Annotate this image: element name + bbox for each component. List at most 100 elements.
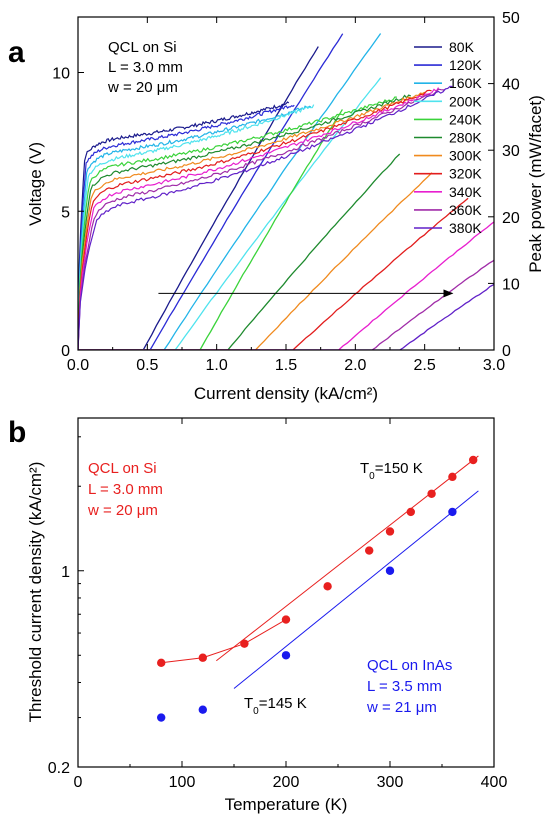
legend-label-300K: 300K bbox=[449, 148, 482, 164]
power-curve-120K bbox=[78, 33, 344, 350]
x-tick-label: 0.5 bbox=[136, 357, 158, 374]
panel-b-annotation-si: QCL on Si L = 3.0 mm w = 20 μm bbox=[87, 460, 163, 519]
data-point-qcl-on-si bbox=[469, 455, 478, 465]
panel-a-letter: a bbox=[8, 36, 25, 69]
power-curve-380K bbox=[78, 283, 494, 350]
power-curve-300K bbox=[78, 172, 433, 350]
x-tick-label: 200 bbox=[273, 774, 300, 791]
legend-label-160K: 160K bbox=[449, 75, 482, 91]
si-annotation-line-3: w = 20 μm bbox=[87, 502, 158, 519]
x-tick-label: 0.0 bbox=[67, 357, 89, 374]
data-point-qcl-on-si bbox=[157, 658, 166, 668]
x-tick-label: 2.0 bbox=[344, 357, 366, 374]
inas-annotation-line-1: QCL on InAs bbox=[367, 657, 452, 674]
si-annotation-line-2: L = 3.0 mm bbox=[88, 481, 163, 498]
data-point-qcl-on-si bbox=[240, 639, 249, 648]
power-curve-200K bbox=[78, 77, 382, 350]
x-tick-label: 300 bbox=[377, 774, 404, 791]
annotation-line-1: QCL on Si bbox=[108, 39, 177, 56]
data-point-qcl-on-inas bbox=[448, 507, 457, 517]
data-point-qcl-on-si bbox=[427, 489, 436, 498]
data-point-qcl-on-si bbox=[385, 527, 395, 536]
data-point-qcl-on-si bbox=[198, 653, 207, 662]
power-curve-320K bbox=[78, 197, 469, 350]
panel-a-xlabel: Current density (kA/cm²) bbox=[194, 384, 378, 403]
panel-a-ylabel-left: Voltage (V) bbox=[26, 142, 45, 226]
panel-b-letter: b bbox=[8, 416, 26, 449]
power-curve-160K bbox=[78, 33, 382, 350]
x-tick-label: 2.5 bbox=[414, 357, 436, 374]
x-tick-label: 1.0 bbox=[206, 357, 228, 374]
voltage-curve-360K bbox=[78, 88, 446, 350]
y-left-tick-label: 10 bbox=[52, 66, 70, 83]
y-tick-label: 0.2 bbox=[48, 760, 70, 777]
data-point-qcl-on-inas bbox=[385, 566, 395, 575]
y-right-tick-label: 40 bbox=[502, 77, 520, 94]
y-right-tick-label: 20 bbox=[502, 210, 520, 227]
x-tick-label: 100 bbox=[169, 774, 196, 791]
t0-label-si: T0=150 K bbox=[360, 460, 423, 482]
y-right-tick-label: 30 bbox=[502, 143, 520, 160]
data-point-qcl-on-inas bbox=[157, 713, 166, 722]
x-tick-label: 1.5 bbox=[275, 357, 297, 374]
voltage-curve-380K bbox=[78, 85, 453, 350]
legend-label-240K: 240K bbox=[449, 111, 482, 127]
data-point-qcl-on-si bbox=[281, 615, 291, 624]
x-tick-label: 400 bbox=[481, 774, 508, 791]
power-curve-340K bbox=[78, 221, 494, 350]
y-left-tick-label: 5 bbox=[61, 204, 70, 221]
data-point-qcl-on-inas bbox=[198, 705, 207, 714]
legend-label-120K: 120K bbox=[449, 57, 482, 73]
voltage-curve-240K bbox=[78, 96, 397, 350]
y-tick-label: 1 bbox=[61, 564, 70, 581]
voltage-curve-280K bbox=[78, 94, 412, 350]
panel-b-plot-area bbox=[157, 455, 479, 722]
y-right-tick-label: 10 bbox=[502, 276, 520, 293]
legend-label-340K: 340K bbox=[449, 184, 482, 200]
data-point-qcl-on-si bbox=[448, 472, 457, 482]
legend-label-200K: 200K bbox=[449, 93, 482, 109]
annotation-line-2: L = 3.0 mm bbox=[108, 59, 183, 76]
y-right-tick-label: 0 bbox=[502, 343, 511, 360]
si-annotation-line-1: QCL on Si bbox=[88, 460, 157, 477]
power-curve-80K bbox=[78, 46, 319, 350]
si-connect-line bbox=[161, 619, 287, 664]
data-point-qcl-on-si bbox=[323, 582, 332, 591]
fit-line-qcl-on-si bbox=[216, 455, 479, 662]
panel-b-ylabel: Threshold current density (kA/cm²) bbox=[26, 462, 45, 723]
panel-b-xlabel: Temperature (K) bbox=[225, 795, 348, 814]
x-tick-label: 3.0 bbox=[483, 357, 505, 374]
legend-label-360K: 360K bbox=[449, 202, 482, 218]
y-right-tick-label: 50 bbox=[502, 10, 520, 27]
legend-label-320K: 320K bbox=[449, 166, 482, 182]
inas-annotation-line-3: w = 21 μm bbox=[366, 699, 437, 716]
panel-b-annotation-inas: QCL on InAs L = 3.5 mm w = 21 μm bbox=[366, 657, 452, 716]
panel-a-ylabel-right: Peak power (mW/facet) bbox=[526, 95, 545, 273]
legend-label-380K: 380K bbox=[449, 220, 482, 236]
y-left-tick-label: 0 bbox=[61, 343, 70, 360]
power-curve-280K bbox=[78, 153, 401, 350]
panel-b-ticks: 0 100 200 300 400 0.2 1 bbox=[48, 418, 508, 791]
legend-label-80K: 80K bbox=[449, 39, 475, 55]
data-point-qcl-on-si bbox=[365, 546, 374, 555]
voltage-curve-300K bbox=[78, 91, 426, 349]
inas-annotation-line-2: L = 3.5 mm bbox=[367, 678, 442, 695]
t0-label-inas: T0=145 K bbox=[244, 695, 307, 717]
voltage-curve-200K bbox=[78, 104, 315, 350]
x-tick-label: 0 bbox=[74, 774, 83, 791]
power-curve-240K bbox=[78, 109, 343, 350]
data-point-qcl-on-inas bbox=[281, 651, 291, 660]
voltage-curve-120K bbox=[78, 104, 295, 350]
fit-line-qcl-on-inas bbox=[233, 490, 479, 689]
voltage-curve-340K bbox=[78, 87, 440, 350]
panel-a-legend: 80K 120K 160K 200K 240K 280K 300K 320K 340K 360K 3… bbox=[414, 39, 482, 236]
voltage-curve-320K bbox=[78, 89, 432, 349]
voltage-curve-160K bbox=[78, 105, 312, 350]
annotation-line-3: w = 20 μm bbox=[107, 79, 178, 96]
legend-label-280K: 280K bbox=[449, 130, 482, 146]
data-point-qcl-on-si bbox=[406, 507, 415, 517]
panel-a-annotation: QCL on Si L = 3.0 mm w = 20 μm bbox=[107, 39, 183, 96]
panel-a-plot-area bbox=[78, 33, 494, 350]
